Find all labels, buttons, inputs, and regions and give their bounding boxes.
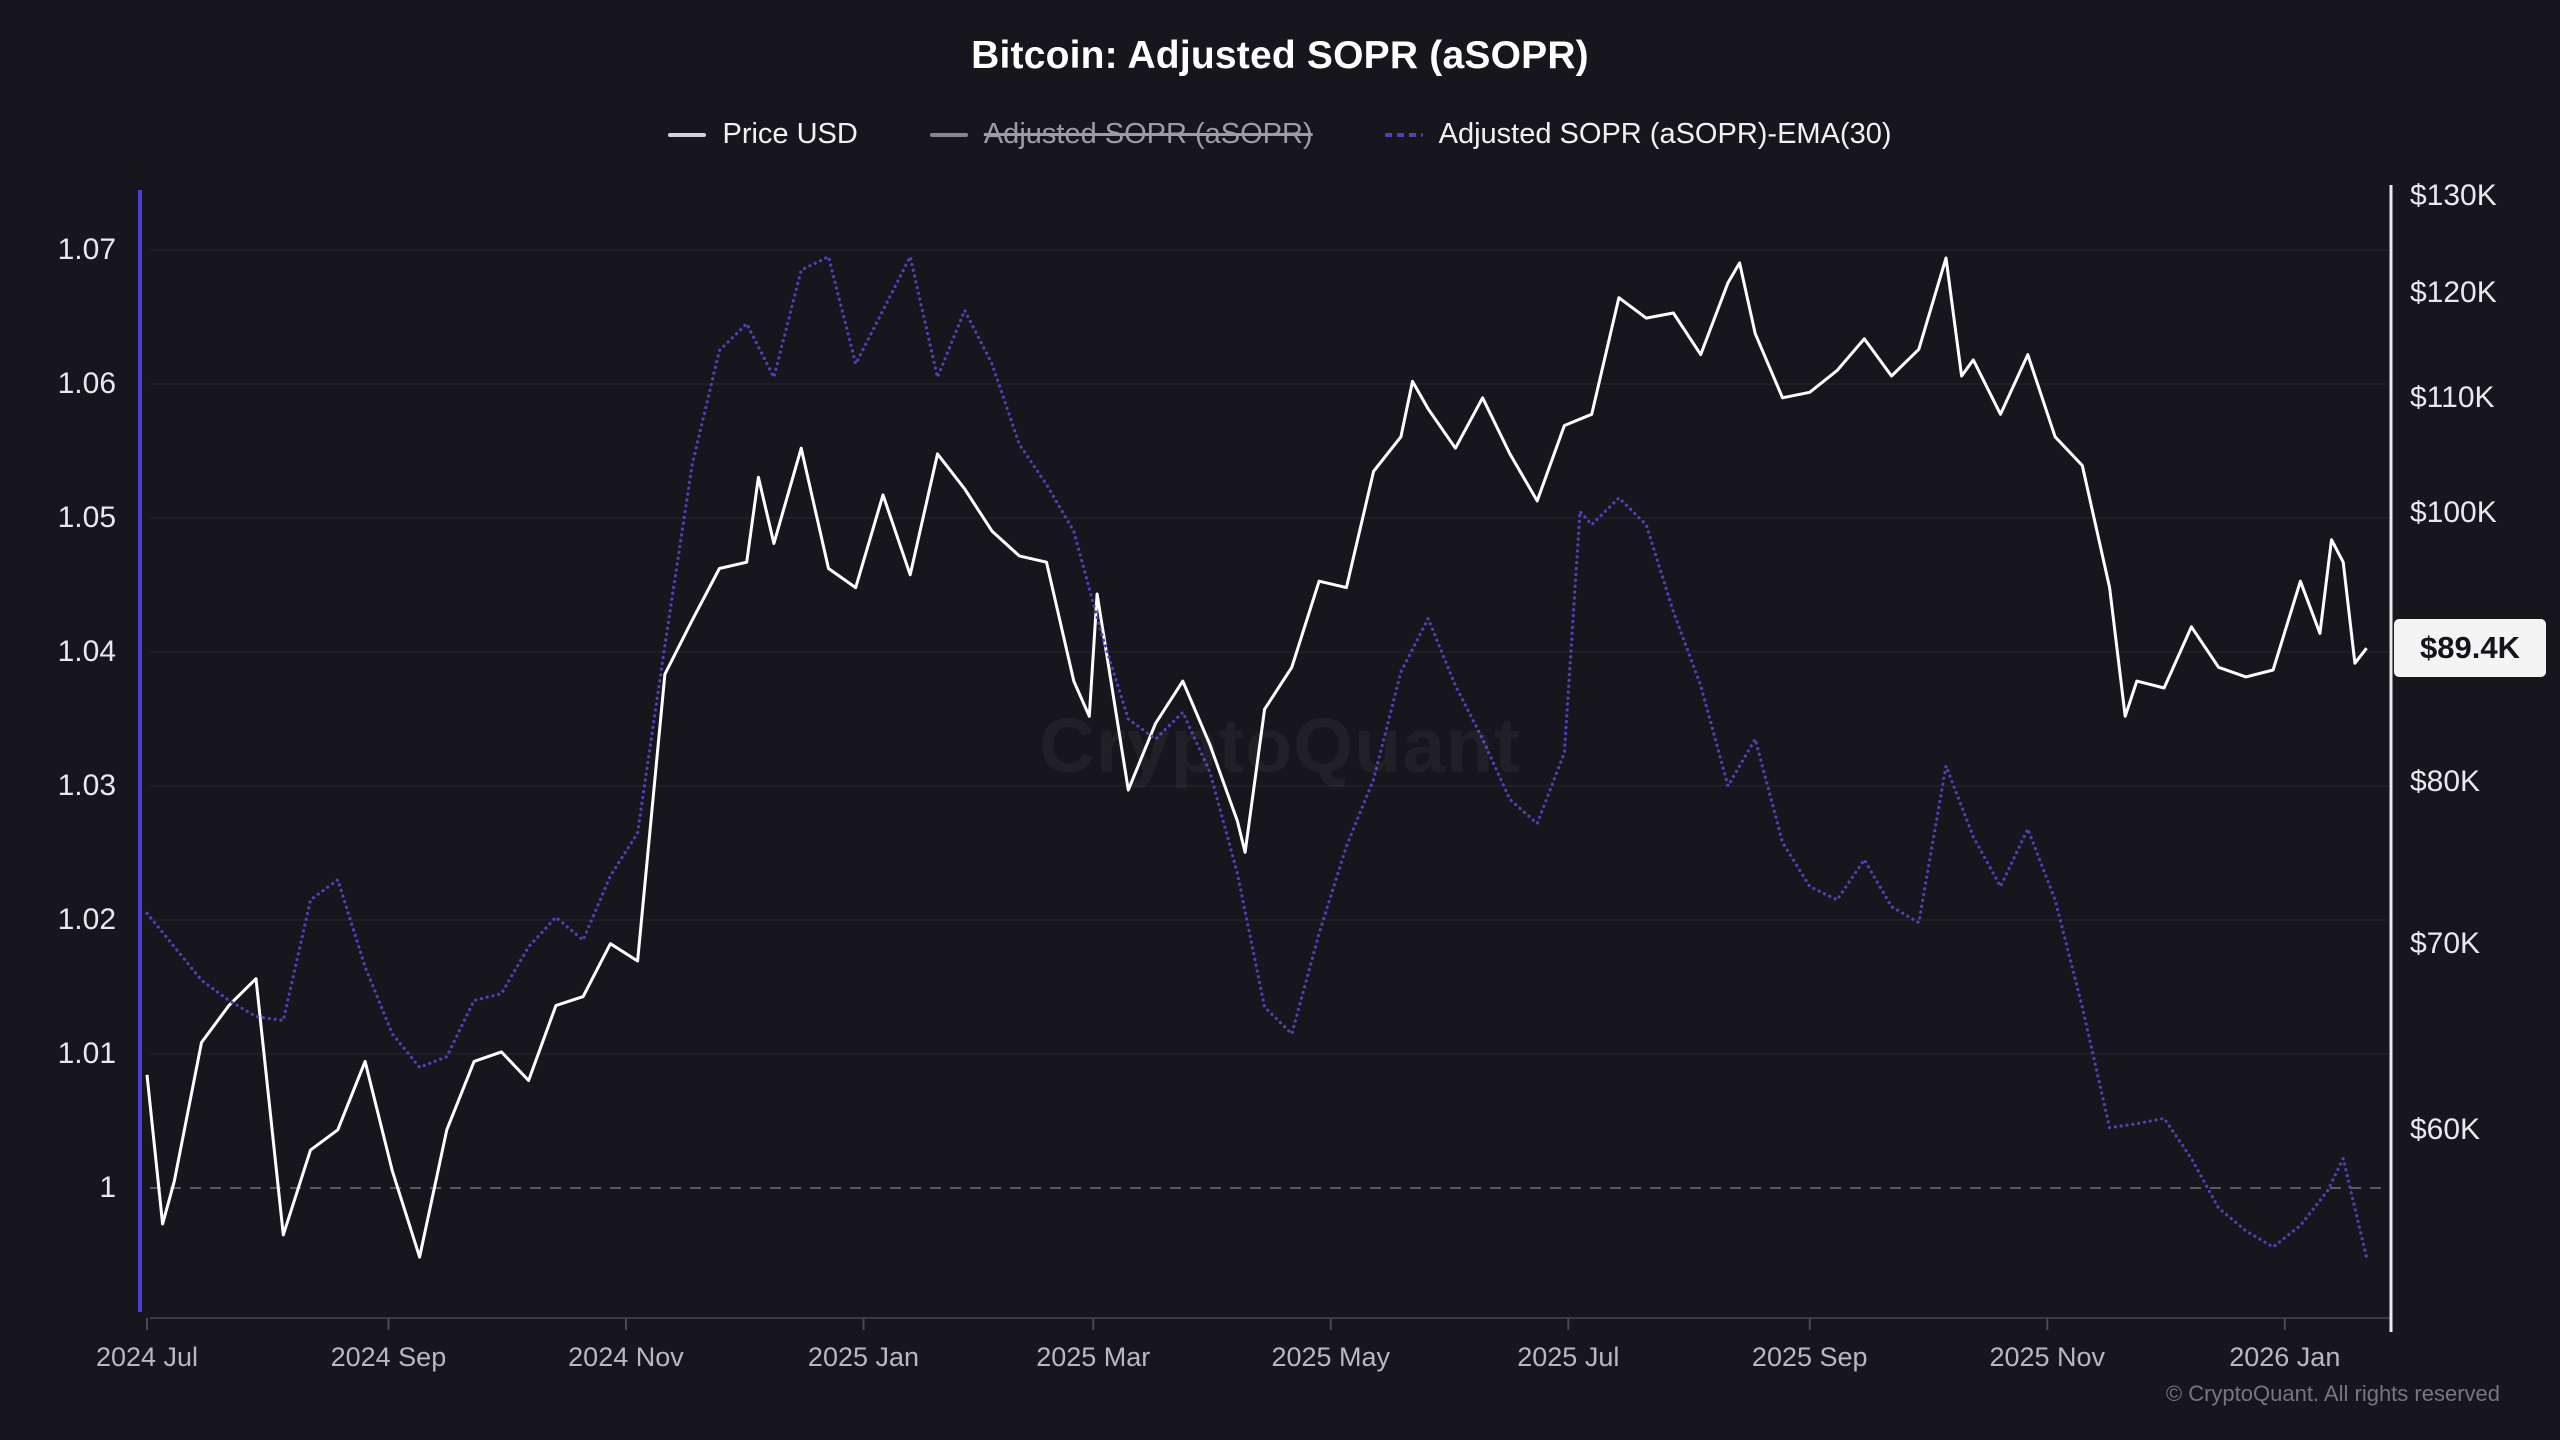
left-axis-tick-label: 1.02 (57, 903, 116, 936)
x-axis-tick-label: 2026 Jan (2229, 1342, 2341, 1372)
x-axis-tick-label: 2025 Jan (807, 1342, 920, 1372)
chart-title: Bitcoin: Adjusted SOPR (aSOPR) (971, 34, 1589, 77)
x-axis-tick-label: 2025 May (1271, 1342, 1391, 1372)
line-marker-icon (668, 132, 707, 137)
left-axis-tick-label: 1.01 (57, 1037, 116, 1070)
last-price-badge: $89.4K (2394, 619, 2546, 678)
left-axis-tick-label: 1.03 (57, 769, 116, 802)
x-axis-tick-label: 2024 Sep (330, 1342, 447, 1372)
right-axis-tick-label: $130K (2410, 179, 2497, 212)
legend-item-price-usd[interactable]: Price USD (668, 118, 858, 151)
legend-item-label: Adjusted SOPR (aSOPR)-EMA(30) (1438, 118, 1892, 150)
legend: Price USD Adjusted SOPR (aSOPR) Adjusted S… (0, 118, 2560, 151)
line-marker-icon (929, 132, 968, 137)
left-axis-tick-label: 1 (99, 1171, 116, 1204)
legend-item-asopr[interactable]: Adjusted SOPR (aSOPR) (929, 118, 1313, 151)
x-axis-tick-label: 2025 Sep (1751, 1342, 1868, 1372)
legend-item-asopr-ema30[interactable]: Adjusted SOPR (aSOPR)-EMA(30) (1384, 118, 1892, 151)
price-line-series (145, 256, 2368, 1259)
x-axis-tick-label: 2024 Jul (95, 1342, 199, 1372)
right-axis-tick-label: $110K (2410, 380, 2495, 414)
right-axis-tick-label: $60K (2410, 1112, 2481, 1146)
right-axis-tick-label: $120K (2410, 275, 2497, 309)
left-axis-tick-label: 1.04 (57, 635, 116, 668)
dashed-line-marker-icon (1384, 132, 1423, 137)
x-axis-tick-label: 2025 Mar (1036, 1342, 1151, 1372)
legend-item-label: Price USD (722, 118, 858, 150)
copyright-text: © CryptoQuant. All rights reserved (2165, 1381, 2500, 1406)
left-axis-tick-label: 1.05 (57, 501, 116, 534)
asopr-ema30-series (145, 255, 2369, 1260)
right-axis-tick-label: $80K (2410, 765, 2481, 799)
x-axis-tick-label: 2025 Jul (1517, 1342, 1620, 1372)
x-axis-tick-label: 2024 Nov (568, 1342, 684, 1372)
right-axis-tick-label: $100K (2410, 495, 2497, 529)
legend-item-label: Adjusted SOPR (aSOPR) (983, 118, 1313, 150)
x-axis-tick-label: 2025 Nov (1989, 1342, 2106, 1372)
left-axis-tick-label: 1.06 (57, 367, 116, 400)
left-axis-tick-label: 1.07 (57, 233, 116, 266)
right-axis-tick-label: $70K (2410, 926, 2481, 960)
